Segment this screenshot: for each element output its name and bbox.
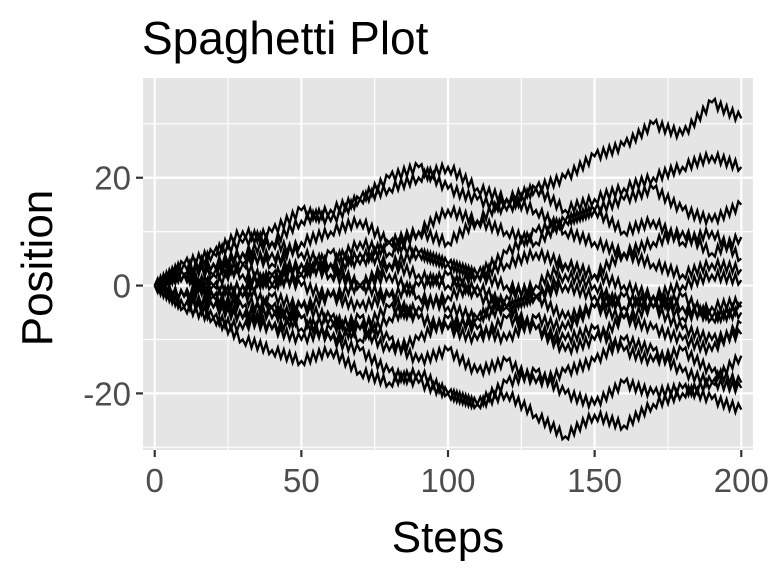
y-axis-title: Position [13, 190, 62, 347]
tick-labels: 0 50 100 150 200 -20 0 20 [83, 160, 768, 499]
x-axis-title: Steps [392, 513, 505, 562]
series-line-13 [153, 280, 743, 396]
series-line-10 [153, 203, 742, 291]
chart-title: Spaghetti Plot [142, 12, 429, 64]
series-line-14 [153, 192, 743, 292]
y-tick-label: 0 [113, 268, 131, 305]
x-tick-label: 150 [567, 462, 622, 499]
y-tick-label: -20 [83, 375, 131, 412]
y-tick-label: 20 [94, 160, 131, 197]
series-line-15 [153, 279, 743, 357]
series-line-16 [153, 246, 743, 326]
x-tick-label: 0 [146, 462, 164, 499]
x-tick-label: 100 [420, 462, 475, 499]
x-tick-label: 50 [283, 462, 320, 499]
axis-ticks [136, 176, 743, 457]
series-line-2 [153, 281, 743, 442]
x-tick-label: 200 [714, 462, 768, 499]
series-line-4 [153, 149, 743, 292]
series-lines [153, 96, 743, 442]
